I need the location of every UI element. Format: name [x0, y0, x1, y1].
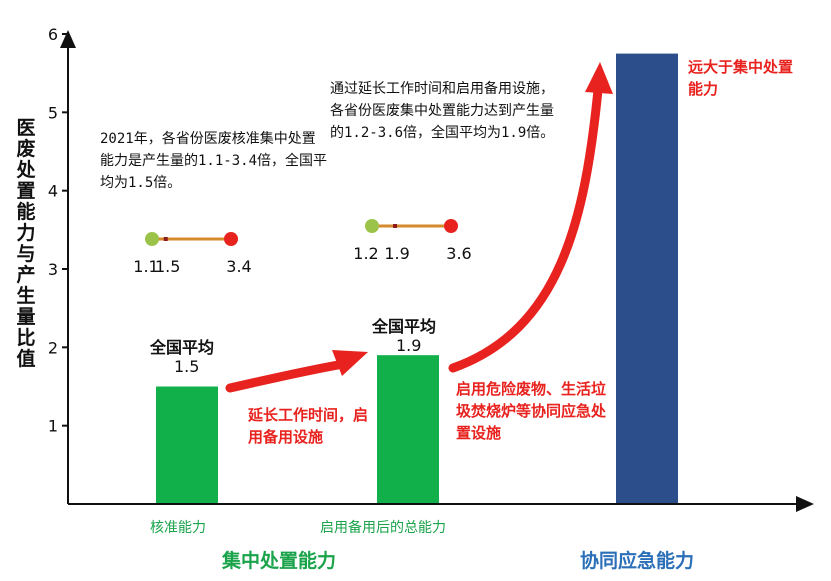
growth-arrow-2: [448, 85, 603, 373]
range-label: 1.1: [133, 257, 158, 276]
range-avg-mark-1: [163, 237, 168, 241]
bar-3: [616, 53, 678, 504]
y-tick-label: 2: [48, 338, 58, 357]
bar-1: [156, 386, 218, 504]
growth-arrow-1: [225, 360, 343, 393]
arrow-label-3: 远大于集中处置能力: [688, 58, 794, 98]
range-label: 3.4: [226, 257, 251, 276]
range-label: 1.9: [384, 244, 409, 263]
value-label-1: 1.5: [174, 357, 200, 376]
range-min-dot-2: [365, 219, 379, 233]
arrow-label-1: 延长工作时间，启用备用设施: [248, 406, 369, 446]
range-label: 1.2: [353, 244, 378, 263]
range-max-dot-1: [224, 232, 238, 246]
range-min-dot-1: [145, 232, 159, 246]
category-label-1: 核准能力: [150, 520, 206, 536]
growth-arrow-1-head: [332, 350, 368, 376]
group-label-2: 协同应急能力: [580, 550, 695, 572]
bar-2: [377, 355, 439, 504]
note-1: 2021年，各省份医废核准集中处置能力是产生量的1.1-3.4倍，全国平均为1.…: [100, 131, 328, 191]
range-label: 1.5: [155, 257, 180, 276]
category-label-2: 启用备用后的总能力: [320, 520, 446, 536]
range-avg-mark-2: [393, 224, 398, 228]
note-2: 通过延长工作时间和启用备用设施，各省份医废集中处置能力达到产生量的1.2-3.6…: [330, 81, 555, 141]
growth-arrow-2-head: [585, 62, 613, 94]
y-tick-label: 1: [48, 417, 58, 436]
range-label: 3.6: [446, 244, 471, 263]
arrow-label-2: 启用危险废物、生活垃圾焚烧炉等协同应急处置设施: [456, 380, 607, 442]
avg-label-2: 全国平均: [372, 317, 437, 336]
avg-label-1: 全国平均: [150, 338, 215, 357]
y-tick-label: 6: [48, 25, 58, 44]
group-label-1: 集中处置能力: [222, 550, 337, 572]
value-label-2: 1.9: [396, 336, 422, 355]
range-max-dot-2: [444, 219, 458, 233]
y-tick-label: 3: [48, 260, 58, 279]
y-tick-label: 4: [48, 182, 58, 201]
y-axis-label: 医废处置能力与产生量比值: [16, 117, 36, 370]
y-tick-label: 5: [48, 103, 58, 122]
